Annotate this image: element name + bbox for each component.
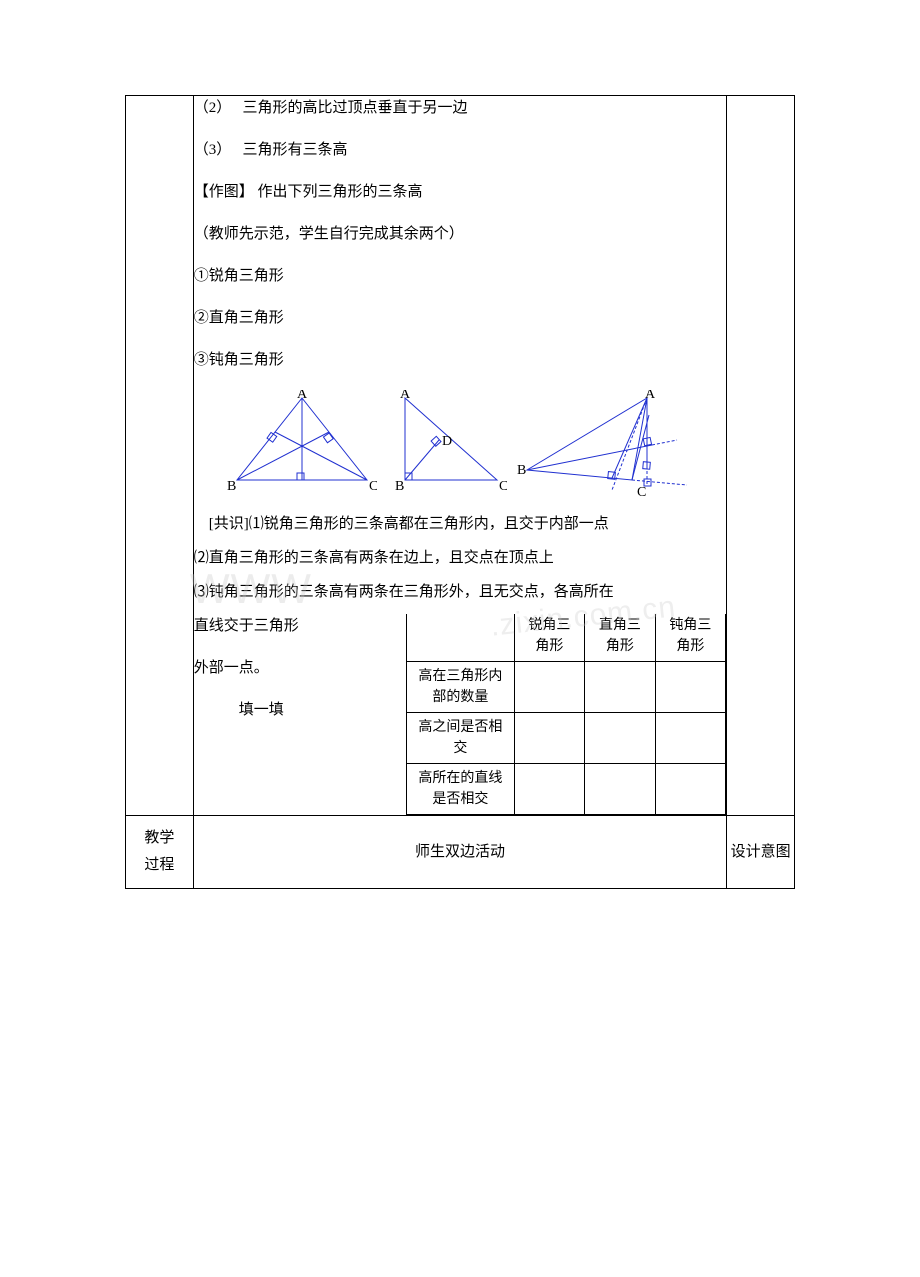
drawing-note: （教师先示范，学生自行完成其余两个） [194,222,726,246]
right-triangle-diagram: A B C D [387,390,507,495]
bottom-mid-cell: 师生双边活动 [193,816,726,889]
list-obtuse: ③钝角三角形 [194,348,726,372]
point-2: （2） 三角形的高比过顶点垂直于另一边 [194,96,726,120]
main-content-cell: （2） 三角形的高比过顶点垂直于另一边 （3） 三角形有三条高 【作图】 作出下… [193,96,726,816]
fill-row-2-label: 高之间是否相交 [407,713,514,764]
fill-header-right: 直角三角形 [585,614,656,662]
fill-row-2-obtuse [655,713,726,764]
svg-text:B: B [395,479,404,494]
point-3: （3） 三角形有三条高 [194,138,726,162]
svg-text:C: C [369,479,377,494]
svg-text:B: B [517,463,526,478]
fill-row-3-right [585,764,656,815]
fill-header-acute: 锐角三角形 [514,614,585,662]
share-5: 外部一点。 [194,656,354,680]
share-line-1: [共识]⑴锐角三角形的三条高都在三角形内，且交于内部一点 [194,512,726,536]
fill-header-blank [407,614,514,662]
fill-row-3-label: 高所在的直线是否相交 [407,764,514,815]
list-right: ②直角三角形 [194,306,726,330]
share-title: [共识] [209,516,249,532]
share-2: ⑵直角三角形的三条高有两条在边上，且交点在顶点上 [194,546,726,570]
share-4: 直线交于三角形 [194,614,354,638]
fill-row-3-acute [514,764,585,815]
list-acute: ①锐角三角形 [194,264,726,288]
share-1: ⑴锐角三角形的三条高都在三角形内，且交于内部一点 [249,516,609,532]
share-3: ⑶钝角三角形的三条高有两条在三角形外，且无交点，各高所在 [194,580,726,604]
fill-row-2-acute [514,713,585,764]
fill-label: 填一填 [194,698,354,722]
svg-text:D: D [442,434,452,449]
fill-row-2-right [585,713,656,764]
fill-row-1-label: 高在三角形内部的数量 [407,662,514,713]
triangle-diagrams: A B C A B C D [194,390,726,500]
bottom-left-cell: 教学过程 [126,816,194,889]
right-margin-cell [727,96,795,816]
svg-text:A: A [400,390,411,402]
fill-row-1-right [585,662,656,713]
svg-text:B: B [227,479,236,494]
svg-text:A: A [297,390,308,402]
svg-text:C: C [499,479,507,494]
obtuse-triangle-diagram: A B C [517,390,692,500]
bottom-right-cell: 设计意图 [727,816,795,889]
svg-text:C: C [637,485,646,500]
fill-row-3-obtuse [655,764,726,815]
left-margin-cell [126,96,194,816]
acute-triangle-diagram: A B C [227,390,377,495]
svg-text:A: A [645,390,656,402]
lesson-outer-table: （2） 三角形的高比过顶点垂直于另一边 （3） 三角形有三条高 【作图】 作出下… [125,95,795,889]
fill-header-obtuse: 钝角三角形 [655,614,726,662]
drawing-title: 【作图】 作出下列三角形的三条高 [194,180,726,204]
fill-row-1-acute [514,662,585,713]
fill-in-table: 锐角三角形 直角三角形 钝角三角形 高在三角形内部的数量 高之间是否相交 [406,614,726,815]
fill-row-1-obtuse [655,662,726,713]
